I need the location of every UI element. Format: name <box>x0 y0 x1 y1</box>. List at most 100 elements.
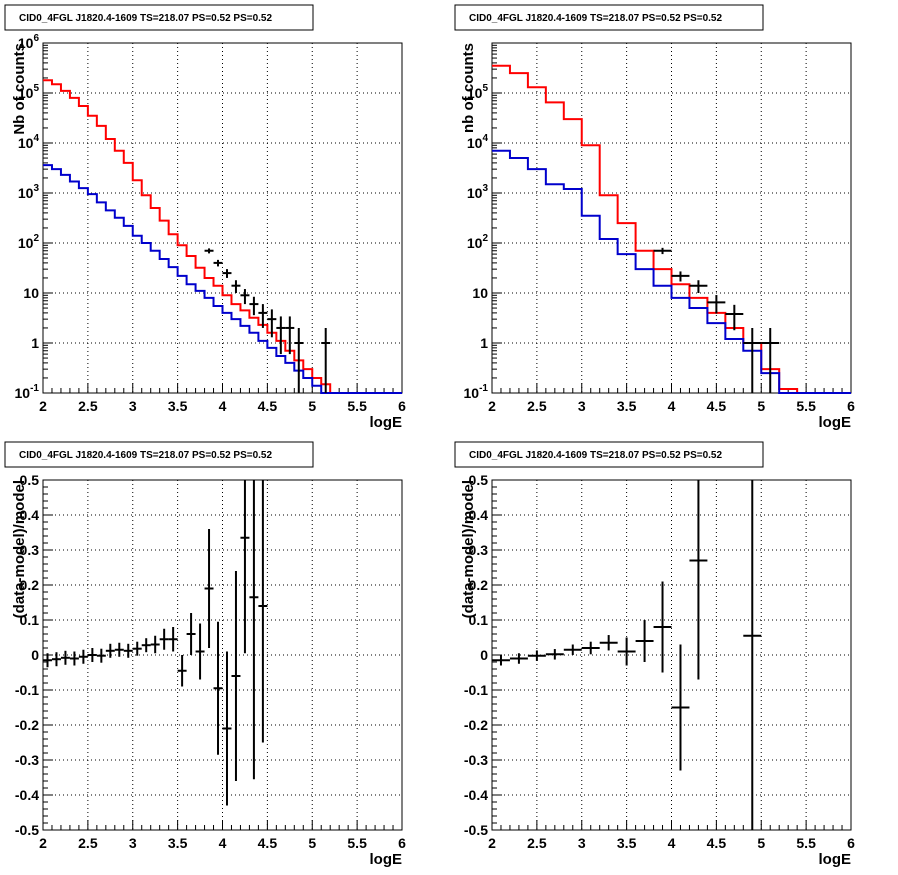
data-point <box>653 581 672 673</box>
x-tick-label: 6 <box>398 398 406 414</box>
data-point <box>743 480 762 830</box>
data-point <box>177 655 187 687</box>
data-point <box>617 637 636 666</box>
y-tick-label: 10-1 <box>464 383 489 401</box>
data-point <box>204 248 214 254</box>
y-tick-label: 0.3 <box>20 542 40 558</box>
data-point <box>222 651 232 806</box>
data-point <box>132 641 142 656</box>
y-tick-label: 0.2 <box>20 577 40 593</box>
x-tick-label: 4 <box>219 835 227 851</box>
data-point <box>249 296 259 316</box>
x-tick-label: 4.5 <box>258 835 278 851</box>
data-point <box>671 271 690 282</box>
data-point <box>159 628 169 650</box>
x-tick-label: 5 <box>308 398 316 414</box>
data-point <box>96 648 106 663</box>
data-point <box>635 620 654 662</box>
x-tick-label: 5 <box>757 835 765 851</box>
data-point <box>43 653 52 668</box>
data-point <box>267 309 277 338</box>
data-point <box>222 269 232 278</box>
y-tick-label: -0.5 <box>15 822 39 838</box>
data-point <box>240 480 250 654</box>
y-tick-label: 0.1 <box>469 612 489 628</box>
y-axis-label: Nb of counts <box>11 43 28 135</box>
y-tick-label: -0.3 <box>15 752 39 768</box>
y-tick-label: -0.4 <box>15 787 39 803</box>
x-tick-label: 3 <box>129 835 137 851</box>
y-tick-label: 103 <box>467 183 489 201</box>
blue-model-histogram <box>492 149 851 394</box>
x-axis-label: logE <box>370 414 403 431</box>
data-point <box>114 642 124 657</box>
data-point <box>213 621 223 755</box>
x-tick-label: 5.5 <box>796 398 816 414</box>
x-tick-label: 6 <box>398 835 406 851</box>
data-point <box>87 648 97 662</box>
x-tick-label: 5 <box>757 398 765 414</box>
title-box <box>4 4 314 31</box>
data-point <box>743 327 762 393</box>
title-box <box>454 4 764 31</box>
x-tick-label: 2 <box>39 835 47 851</box>
data-point <box>761 327 780 393</box>
y-tick-label: -0.1 <box>464 682 488 698</box>
x-tick-label: 2.5 <box>527 835 547 851</box>
y-tick-label: 1 <box>480 335 488 351</box>
x-tick-label: 5.5 <box>347 398 367 414</box>
x-axis-label: logE <box>819 851 852 868</box>
x-tick-label: 2 <box>488 835 496 851</box>
y-tick-label: 105 <box>467 83 489 101</box>
data-point <box>231 280 241 293</box>
data-point <box>105 643 115 658</box>
x-tick-label: 5.5 <box>796 835 816 851</box>
y-tick-label: -0.4 <box>464 787 488 803</box>
chart-title: CID0_4FGL J1820.4-1609 TS=218.07 PS=0.52… <box>469 13 722 24</box>
y-tick-label: 104 <box>467 133 489 151</box>
y-axis-label: nb of counts <box>460 43 477 133</box>
data-point <box>168 627 178 652</box>
x-tick-label: 4.5 <box>258 398 278 414</box>
x-tick-label: 6 <box>847 398 855 414</box>
y-tick-label: -0.2 <box>15 717 39 733</box>
x-tick-label: 3 <box>129 398 137 414</box>
data-point <box>141 638 151 653</box>
spectrum-panel-left: CID0_4FGL J1820.4-1609 TS=218.07 PS=0.52… <box>4 4 406 431</box>
y-tick-label: 1 <box>31 335 39 351</box>
data-point <box>581 641 600 655</box>
x-tick-label: 3 <box>578 835 586 851</box>
data-point <box>689 480 708 680</box>
data-point <box>123 643 133 658</box>
x-tick-label: 3.5 <box>168 398 188 414</box>
x-tick-label: 4.5 <box>707 398 727 414</box>
y-tick-label: -0.3 <box>464 752 488 768</box>
x-axis-label: logE <box>370 851 403 868</box>
x-tick-label: 2.5 <box>527 398 547 414</box>
x-tick-label: 3 <box>578 398 586 414</box>
y-tick-label: 106 <box>18 33 40 51</box>
x-tick-label: 4 <box>668 835 676 851</box>
x-tick-label: 4.5 <box>707 835 727 851</box>
data-point <box>321 327 331 393</box>
data-point <box>51 652 61 667</box>
y-tick-label: 0.5 <box>20 472 40 488</box>
x-tick-label: 4 <box>668 398 676 414</box>
blue-model-histogram <box>43 164 402 394</box>
data-point <box>527 650 546 661</box>
y-axis-label: (data-model)/model <box>460 480 477 618</box>
x-tick-label: 3.5 <box>617 398 637 414</box>
x-tick-label: 4 <box>219 398 227 414</box>
data-point <box>195 623 205 680</box>
y-tick-label: 0.4 <box>20 507 40 523</box>
data-point <box>563 644 582 655</box>
y-tick-label: 10-1 <box>15 383 40 401</box>
x-tick-label: 5.5 <box>347 835 367 851</box>
y-tick-label: 0.2 <box>469 577 489 593</box>
spectrum-panel-right: CID0_4FGL J1820.4-1609 TS=218.07 PS=0.52… <box>454 4 855 431</box>
y-tick-label: 0 <box>480 647 488 663</box>
data-point <box>725 304 744 331</box>
x-tick-label: 2 <box>488 398 496 414</box>
chart-title: CID0_4FGL J1820.4-1609 TS=218.07 PS=0.52… <box>19 450 272 461</box>
y-tick-label: 103 <box>18 183 40 201</box>
